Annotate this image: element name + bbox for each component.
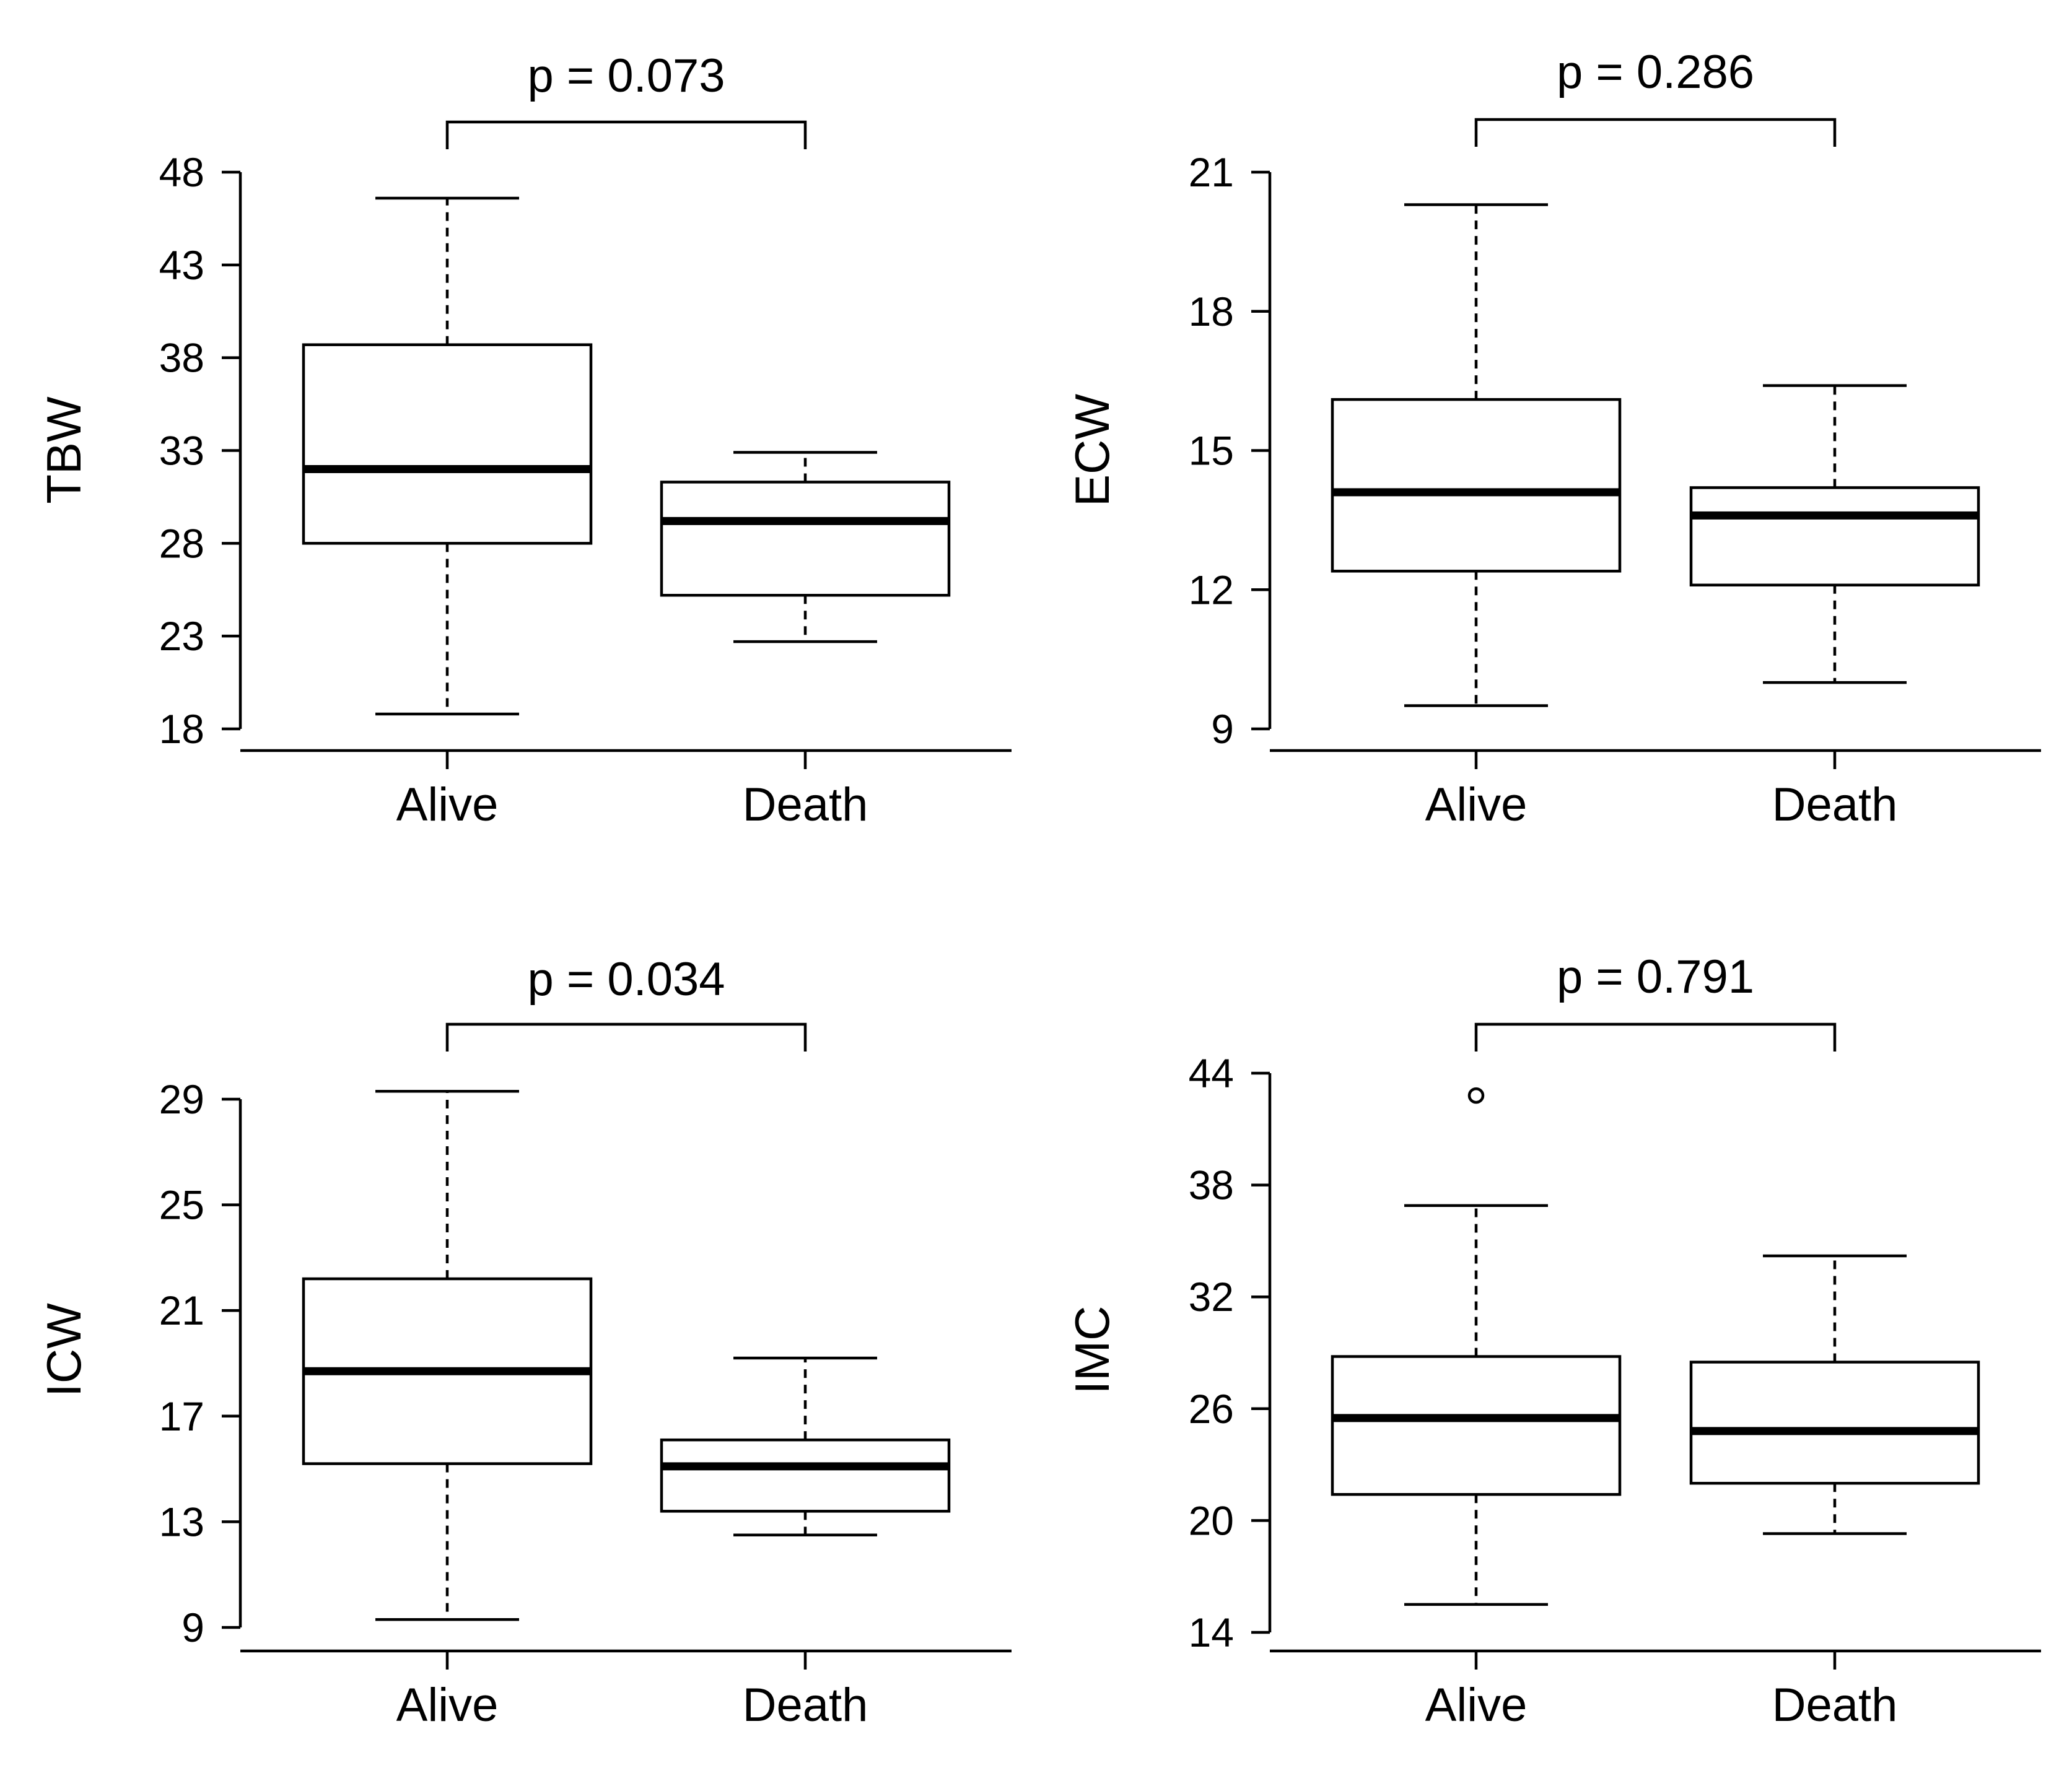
y-tick-label: 28 [159, 520, 204, 566]
y-tick-label: 15 [1189, 428, 1234, 474]
box-death [1689, 1254, 1980, 1535]
iqr-box [1331, 398, 1622, 573]
iqr-box [1331, 1355, 1622, 1496]
y-tick-label: 25 [159, 1182, 204, 1228]
p-value-annotation: p = 0.034 [527, 953, 725, 1006]
y-tick-label: 21 [159, 1287, 204, 1333]
iqr-box [1689, 1361, 1980, 1485]
box-death [660, 1356, 951, 1536]
box-alive [1331, 203, 1622, 707]
y-tick-label: 18 [1189, 289, 1234, 334]
y-axis-label: ECW [1065, 394, 1119, 507]
box-alive [302, 196, 593, 716]
y-tick-label: 9 [181, 1605, 204, 1650]
p-value-annotation: p = 0.286 [1557, 46, 1754, 98]
y-tick-label: 9 [1211, 706, 1234, 752]
y-tick-label: 18 [159, 706, 204, 752]
box-alive [1331, 1087, 1622, 1606]
significance-bracket [1474, 118, 1837, 147]
x-tick-label-death: Death [743, 778, 868, 831]
significance-bracket [445, 1022, 807, 1052]
y-tick-label: 23 [159, 613, 204, 659]
y-tick-label: 26 [1189, 1386, 1234, 1432]
iqr-box [302, 343, 593, 545]
significance-bracket [1474, 1022, 1837, 1052]
y-tick-label: 17 [159, 1393, 204, 1439]
significance-bracket [445, 120, 807, 149]
p-value-annotation: p = 0.791 [1557, 951, 1754, 1003]
y-tick-label: 29 [159, 1076, 204, 1122]
y-tick-label: 43 [159, 242, 204, 288]
outlier-point [1467, 1087, 1485, 1104]
x-tick-label-alive: Alive [396, 778, 499, 831]
x-tick-label-alive: Alive [1425, 1679, 1528, 1731]
panel-icw: 9 13 17 21 25 29 ICW Alive Death p = 0.034 [37, 953, 1012, 1731]
y-tick-label: 33 [159, 428, 204, 474]
iqr-box [660, 481, 951, 597]
y-tick-label: 14 [1189, 1609, 1234, 1655]
y-tick-label: 32 [1189, 1274, 1234, 1320]
iqr-box [1689, 486, 1980, 587]
y-tick-label: 21 [1189, 149, 1234, 195]
panel-imc: 14 20 26 32 38 44 IMC Alive Death p = 0.791 [1065, 951, 2041, 1731]
y-axis-label: ICW [37, 1303, 91, 1397]
panel-tbw: 18 23 28 33 38 43 48 TBW Alive Death p = 0.073 [37, 50, 1012, 831]
y-tick-label: 12 [1189, 567, 1234, 612]
y-tick-label: 48 [159, 149, 204, 195]
iqr-box [660, 1438, 951, 1513]
p-value-annotation: p = 0.073 [527, 50, 725, 102]
x-tick-label-alive: Alive [396, 1679, 499, 1731]
box-death [660, 451, 951, 643]
panel-ecw: 9 12 15 18 21 ECW Alive Death p = 0.286 [1065, 46, 2041, 831]
x-tick-label-alive: Alive [1425, 778, 1528, 831]
x-tick-label-death: Death [1772, 1679, 1898, 1731]
box-death [1689, 384, 1980, 684]
x-tick-label-death: Death [1772, 778, 1898, 831]
y-tick-label: 20 [1189, 1497, 1234, 1543]
box-alive [302, 1089, 593, 1621]
x-tick-label-death: Death [743, 1679, 868, 1731]
y-tick-label: 38 [1189, 1162, 1234, 1208]
y-axis-label: TBW [37, 396, 91, 504]
y-tick-label: 44 [1189, 1050, 1234, 1096]
y-tick-label: 13 [159, 1499, 204, 1544]
y-axis-label: IMC [1065, 1306, 1119, 1395]
y-tick-label: 38 [159, 335, 204, 381]
